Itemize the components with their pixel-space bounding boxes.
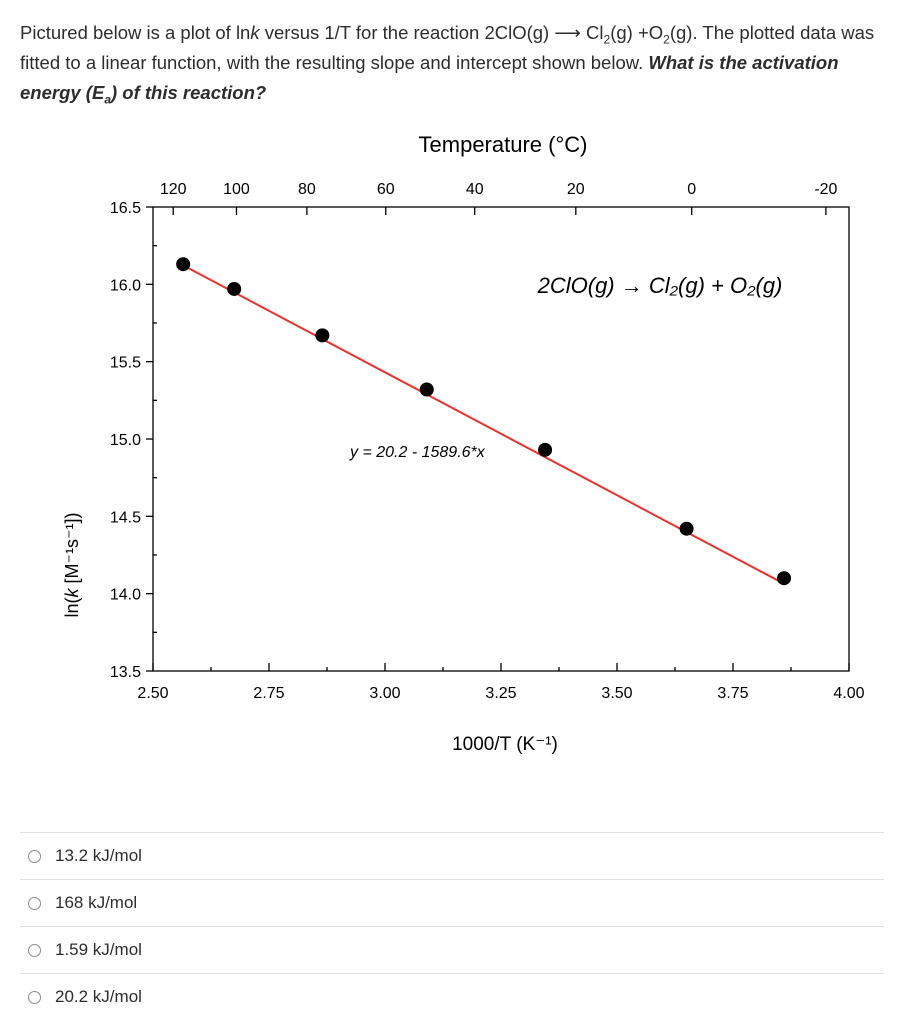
top-axis-label: Temperature (°C) [419,132,588,157]
data-point [176,257,191,272]
y-tick-label: 15.0 [110,432,141,449]
question-segment: versus 1/T for the reaction 2ClO(g) [259,22,555,43]
question-segment: Cl [580,22,604,43]
axis-ticks: 2.50 2.75 3.00 3.25 3.50 3.75 4.00 13.5 14.0 14.5… [110,181,865,702]
question-prompt: What is the activation energy (Ea) of th… [20,52,839,107]
top-tick-label: 120 [160,181,187,198]
question-segment: (g). The plotted data was fitted to a li… [20,22,875,73]
subscript: 2 [663,32,670,47]
top-tick-label: 40 [466,181,484,198]
x-tick-label: 3.75 [717,685,748,702]
x-tick-label: 3.25 [485,685,516,702]
radio-button[interactable] [28,849,41,863]
x-tick-label: 2.75 [253,685,284,702]
question-segment: Pictured below is a plot of ln [20,22,251,43]
x-tick-label: 3.50 [601,685,632,702]
answer-label: 20.2 kJ/mol [55,987,142,1006]
radio-button[interactable] [28,990,41,1004]
fit-equation-label: y = 20.2 - 1589.6*x [349,444,486,461]
reaction-arrow: ⟶ [554,22,581,43]
answer-label: 168 kJ/mol [55,893,138,912]
answer-options: 13.2 kJ/mol 168 kJ/mol 1.59 kJ/mol 20.2 … [20,832,884,1020]
y-tick-label: 16.5 [110,200,141,217]
answer-label: 1.59 kJ/mol [55,940,142,959]
data-point [777,571,792,586]
x-tick-label: 4.00 [833,685,864,702]
top-tick-label: 80 [298,181,316,198]
data-point [315,328,330,343]
top-tick-label: 100 [223,181,250,198]
data-point [419,382,434,397]
top-tick-label: -20 [814,181,837,198]
data-point [679,521,694,536]
question-segment: (g) +O [610,22,664,43]
fit-line [182,264,785,585]
subscript: 2 [603,32,611,47]
answer-option[interactable]: 1.59 kJ/mol [20,926,884,973]
x-axis-label: 1000/T (K⁻¹) [452,734,558,755]
top-tick-label: 0 [687,181,696,198]
answer-option[interactable]: 20.2 kJ/mol [20,973,884,1020]
y-tick-label: 14.0 [110,587,141,604]
reaction-annotation: 2ClO(g) → Cl₂(g) + O₂(g) [537,273,783,298]
x-tick-label: 2.50 [137,685,168,702]
x-tick-label: 3.00 [369,685,400,702]
data-point [538,442,553,457]
answer-option[interactable]: 168 kJ/mol [20,879,884,926]
radio-button[interactable] [28,896,41,910]
data-point [227,281,242,296]
y-axis-label: ln(k [M⁻¹s⁻¹]) [62,513,82,618]
y-tick-label: 15.5 [110,355,141,372]
question-text: Pictured below is a plot of lnk versus 1… [20,18,900,108]
y-tick-label: 14.5 [110,509,141,526]
data-points [176,257,792,586]
top-tick-label: 60 [377,181,395,198]
answer-label: 13.2 kJ/mol [55,846,142,865]
top-tick-label: 20 [567,181,585,198]
question-k: k [250,22,260,43]
answer-option[interactable]: 13.2 kJ/mol [20,832,884,879]
y-tick-label: 13.5 [110,664,141,681]
radio-button[interactable] [28,943,41,957]
arrhenius-plot: 2.50 2.75 3.00 3.25 3.50 3.75 4.00 13.5 14.0 14.5… [62,132,865,755]
y-tick-label: 16.0 [110,277,141,294]
